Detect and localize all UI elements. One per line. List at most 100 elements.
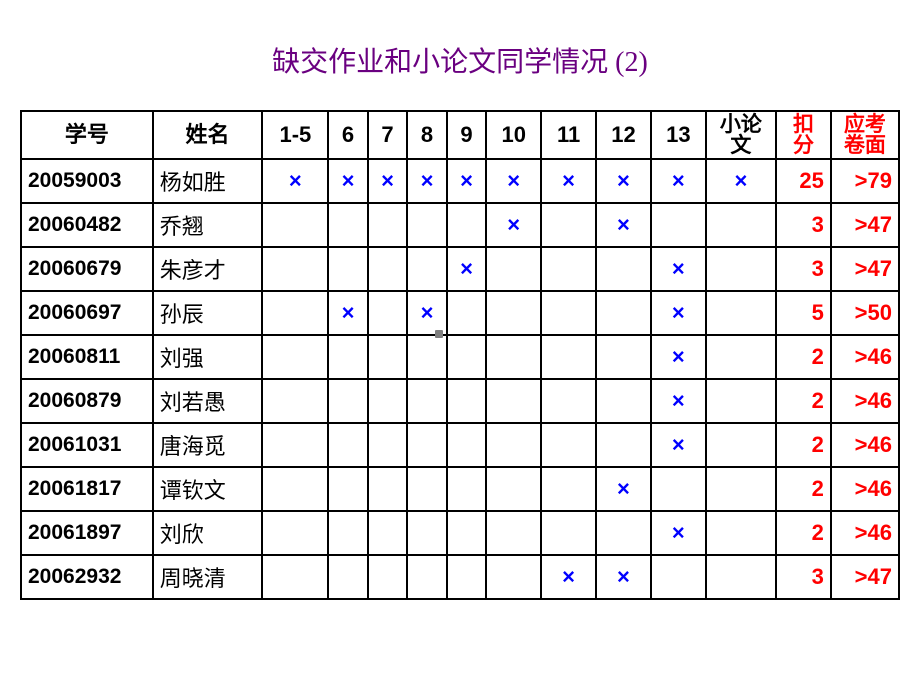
cell-mark: [651, 203, 706, 247]
table-row: 20060482乔翘××3>47: [21, 203, 899, 247]
cell-kf: 3: [776, 203, 831, 247]
cell-mark: [541, 291, 596, 335]
cell-id: 20060697: [21, 291, 153, 335]
col-kf-l1: 扣: [793, 113, 814, 136]
annotation-dot: [435, 330, 443, 338]
cell-id: 20060879: [21, 379, 153, 423]
cell-mark: ×: [262, 159, 328, 203]
cell-mark: [706, 335, 776, 379]
cell-mark: [407, 467, 447, 511]
table-row: 20060697孙辰×××5>50: [21, 291, 899, 335]
cell-mark: [706, 247, 776, 291]
cell-mark: [368, 291, 408, 335]
cell-mark: [328, 247, 368, 291]
col-name: 姓名: [153, 111, 263, 159]
cell-mark: [328, 379, 368, 423]
cell-mark: ×: [596, 203, 651, 247]
cell-mark: [486, 379, 541, 423]
cell-mark: [486, 555, 541, 599]
cell-id: 20061897: [21, 511, 153, 555]
cell-id: 20060482: [21, 203, 153, 247]
cell-mark: [447, 423, 487, 467]
cell-yk: >46: [831, 379, 899, 423]
cell-yk: >47: [831, 203, 899, 247]
cell-id: 20060679: [21, 247, 153, 291]
cell-mark: ×: [368, 159, 408, 203]
cell-mark: ×: [486, 159, 541, 203]
cell-id: 20062932: [21, 555, 153, 599]
data-table: 学号 姓名 1-5 6 7 8 9 10 11 12 13 小论 文 扣 分: [20, 110, 900, 600]
cell-mark: ×: [651, 335, 706, 379]
cell-mark: [596, 335, 651, 379]
cell-mark: [262, 247, 328, 291]
cell-mark: [541, 511, 596, 555]
cell-name: 刘强: [153, 335, 263, 379]
cell-yk: >46: [831, 467, 899, 511]
cell-mark: ×: [596, 159, 651, 203]
col-kf: 扣 分: [776, 111, 831, 159]
cell-mark: [541, 247, 596, 291]
cell-mark: [262, 511, 328, 555]
table-row: 20060811刘强×2>46: [21, 335, 899, 379]
col-6: 6: [328, 111, 368, 159]
col-7: 7: [368, 111, 408, 159]
cell-mark: [706, 423, 776, 467]
cell-mark: [368, 511, 408, 555]
col-id: 学号: [21, 111, 153, 159]
cell-kf: 2: [776, 379, 831, 423]
cell-mark: ×: [486, 203, 541, 247]
table-row: 20060679朱彦才××3>47: [21, 247, 899, 291]
cell-mark: [541, 423, 596, 467]
page: 缺交作业和小论文同学情况 (2) 学号 姓名 1-5 6 7 8 9 10 11…: [0, 0, 920, 690]
cell-mark: ×: [651, 247, 706, 291]
cell-mark: ×: [651, 159, 706, 203]
cell-mark: [596, 379, 651, 423]
cell-mark: ×: [447, 159, 487, 203]
col-kf-l2: 分: [793, 134, 814, 157]
cell-mark: [328, 335, 368, 379]
cell-mark: ×: [651, 511, 706, 555]
cell-mark: [407, 203, 447, 247]
cell-yk: >46: [831, 335, 899, 379]
cell-mark: [407, 511, 447, 555]
cell-mark: [328, 203, 368, 247]
cell-mark: [486, 291, 541, 335]
cell-id: 20060811: [21, 335, 153, 379]
cell-yk: >47: [831, 555, 899, 599]
page-title: 缺交作业和小论文同学情况 (2): [0, 0, 920, 110]
cell-mark: [706, 379, 776, 423]
cell-name: 刘欣: [153, 511, 263, 555]
cell-mark: [596, 423, 651, 467]
cell-mark: [486, 335, 541, 379]
col-essay-l1: 小论: [720, 113, 762, 136]
cell-kf: 25: [776, 159, 831, 203]
cell-mark: [447, 467, 487, 511]
col-7-label: 7: [381, 122, 393, 147]
cell-name: 朱彦才: [153, 247, 263, 291]
col-id-label: 学号: [65, 122, 109, 147]
cell-mark: [262, 555, 328, 599]
cell-name: 周晓清: [153, 555, 263, 599]
cell-mark: [407, 423, 447, 467]
cell-mark: [368, 203, 408, 247]
cell-kf: 2: [776, 467, 831, 511]
cell-name: 刘若愚: [153, 379, 263, 423]
cell-mark: [486, 423, 541, 467]
cell-mark: [328, 467, 368, 511]
cell-mark: [651, 555, 706, 599]
cell-mark: [407, 247, 447, 291]
cell-kf: 2: [776, 511, 831, 555]
cell-mark: [651, 467, 706, 511]
cell-mark: ×: [651, 379, 706, 423]
cell-mark: [407, 555, 447, 599]
cell-mark: ×: [541, 159, 596, 203]
col-13: 13: [651, 111, 706, 159]
cell-kf: 5: [776, 291, 831, 335]
cell-mark: ×: [651, 423, 706, 467]
table-body: 20059003杨如胜××××××××××25>7920060482乔翘××3>…: [21, 159, 899, 599]
cell-mark: [262, 423, 328, 467]
cell-mark: ×: [407, 291, 447, 335]
cell-mark: [541, 467, 596, 511]
cell-name: 谭钦文: [153, 467, 263, 511]
cell-mark: [706, 467, 776, 511]
